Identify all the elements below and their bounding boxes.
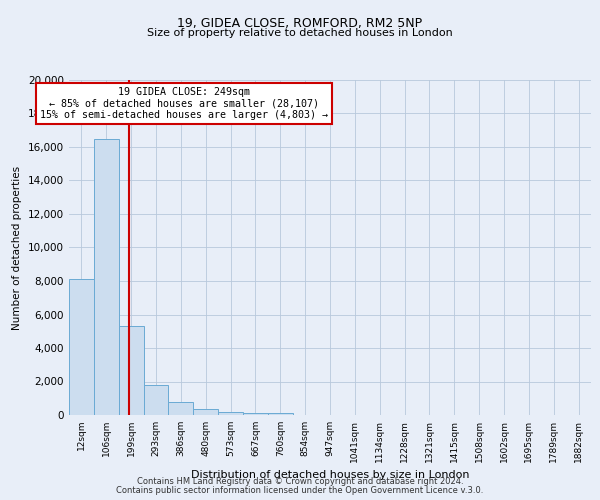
Bar (94, 138, 119, 415)
Text: Contains public sector information licensed under the Open Government Licence v.: Contains public sector information licen… (116, 486, 484, 495)
Text: Size of property relative to detached houses in London: Size of property relative to detached ho… (147, 28, 453, 38)
Bar (169, 402, 193, 415)
Bar (119, 326, 143, 415)
Bar (143, 385, 169, 415)
Y-axis label: Number of detached properties: Number of detached properties (13, 166, 22, 330)
Bar (243, 414, 268, 415)
Bar (69, 280, 94, 415)
Bar (218, 412, 243, 415)
Text: 19, GIDEA CLOSE, ROMFORD, RM2 5NP: 19, GIDEA CLOSE, ROMFORD, RM2 5NP (178, 18, 422, 30)
X-axis label: Distribution of detached houses by size in London: Distribution of detached houses by size … (191, 470, 469, 480)
Bar (268, 414, 293, 415)
Text: 19 GIDEA CLOSE: 249sqm  
← 85% of detached houses are smaller (28,107)
15% of se: 19 GIDEA CLOSE: 249sqm ← 85% of detached… (40, 86, 328, 120)
Text: Contains HM Land Registry data © Crown copyright and database right 2024.: Contains HM Land Registry data © Crown c… (137, 477, 463, 486)
Bar (193, 409, 218, 415)
